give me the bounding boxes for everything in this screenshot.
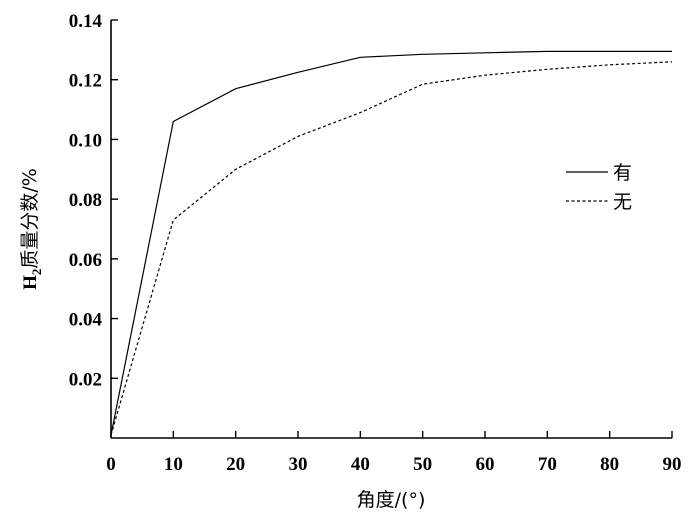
legend-label-dashed: 无: [613, 191, 632, 213]
x-tick-label: 70: [538, 454, 557, 475]
y-tick-label: 0.08: [69, 190, 102, 211]
y-tick-label: 0.02: [69, 369, 102, 390]
x-tick-label: 90: [663, 454, 682, 475]
series-lines: [110, 50, 673, 436]
y-axis-title-suffix: 质量分数/%: [19, 168, 41, 268]
x-tick-label: 0: [106, 454, 116, 475]
x-axis-title: 角度/(°): [357, 489, 426, 511]
y-tick-label: 0.14: [69, 11, 103, 32]
y-axis-title: H2质量分数/%: [19, 168, 44, 290]
y-axis-title-prefix: H: [20, 275, 41, 290]
x-ticks: 0 10 20 30 40 50 60 70 80 90: [106, 431, 682, 475]
legend-label-solid: 有: [613, 162, 632, 184]
y-tick-label: 0.12: [69, 71, 102, 92]
series-line-dashed: [110, 61, 673, 436]
y-axis-title-subscript: 2: [29, 269, 44, 276]
axes: [110, 20, 672, 439]
x-tick-label: 20: [226, 454, 245, 475]
x-tick-label: 50: [413, 454, 432, 475]
x-tick-label: 40: [351, 454, 370, 475]
x-tick-label: 60: [476, 454, 495, 475]
y-tick-label: 0.06: [69, 250, 102, 271]
y-tick-label: 0.10: [69, 130, 102, 151]
x-tick-label: 80: [600, 454, 619, 475]
legend: 有 无: [566, 162, 632, 213]
y-tick-label: 0.04: [69, 310, 103, 331]
x-tick-label: 30: [289, 454, 308, 475]
series-line-solid: [110, 50, 672, 436]
x-tick-label: 10: [164, 454, 183, 475]
y-ticks: 0.02 0.04 0.06 0.08 0.10 0.12 0.14: [69, 11, 118, 390]
